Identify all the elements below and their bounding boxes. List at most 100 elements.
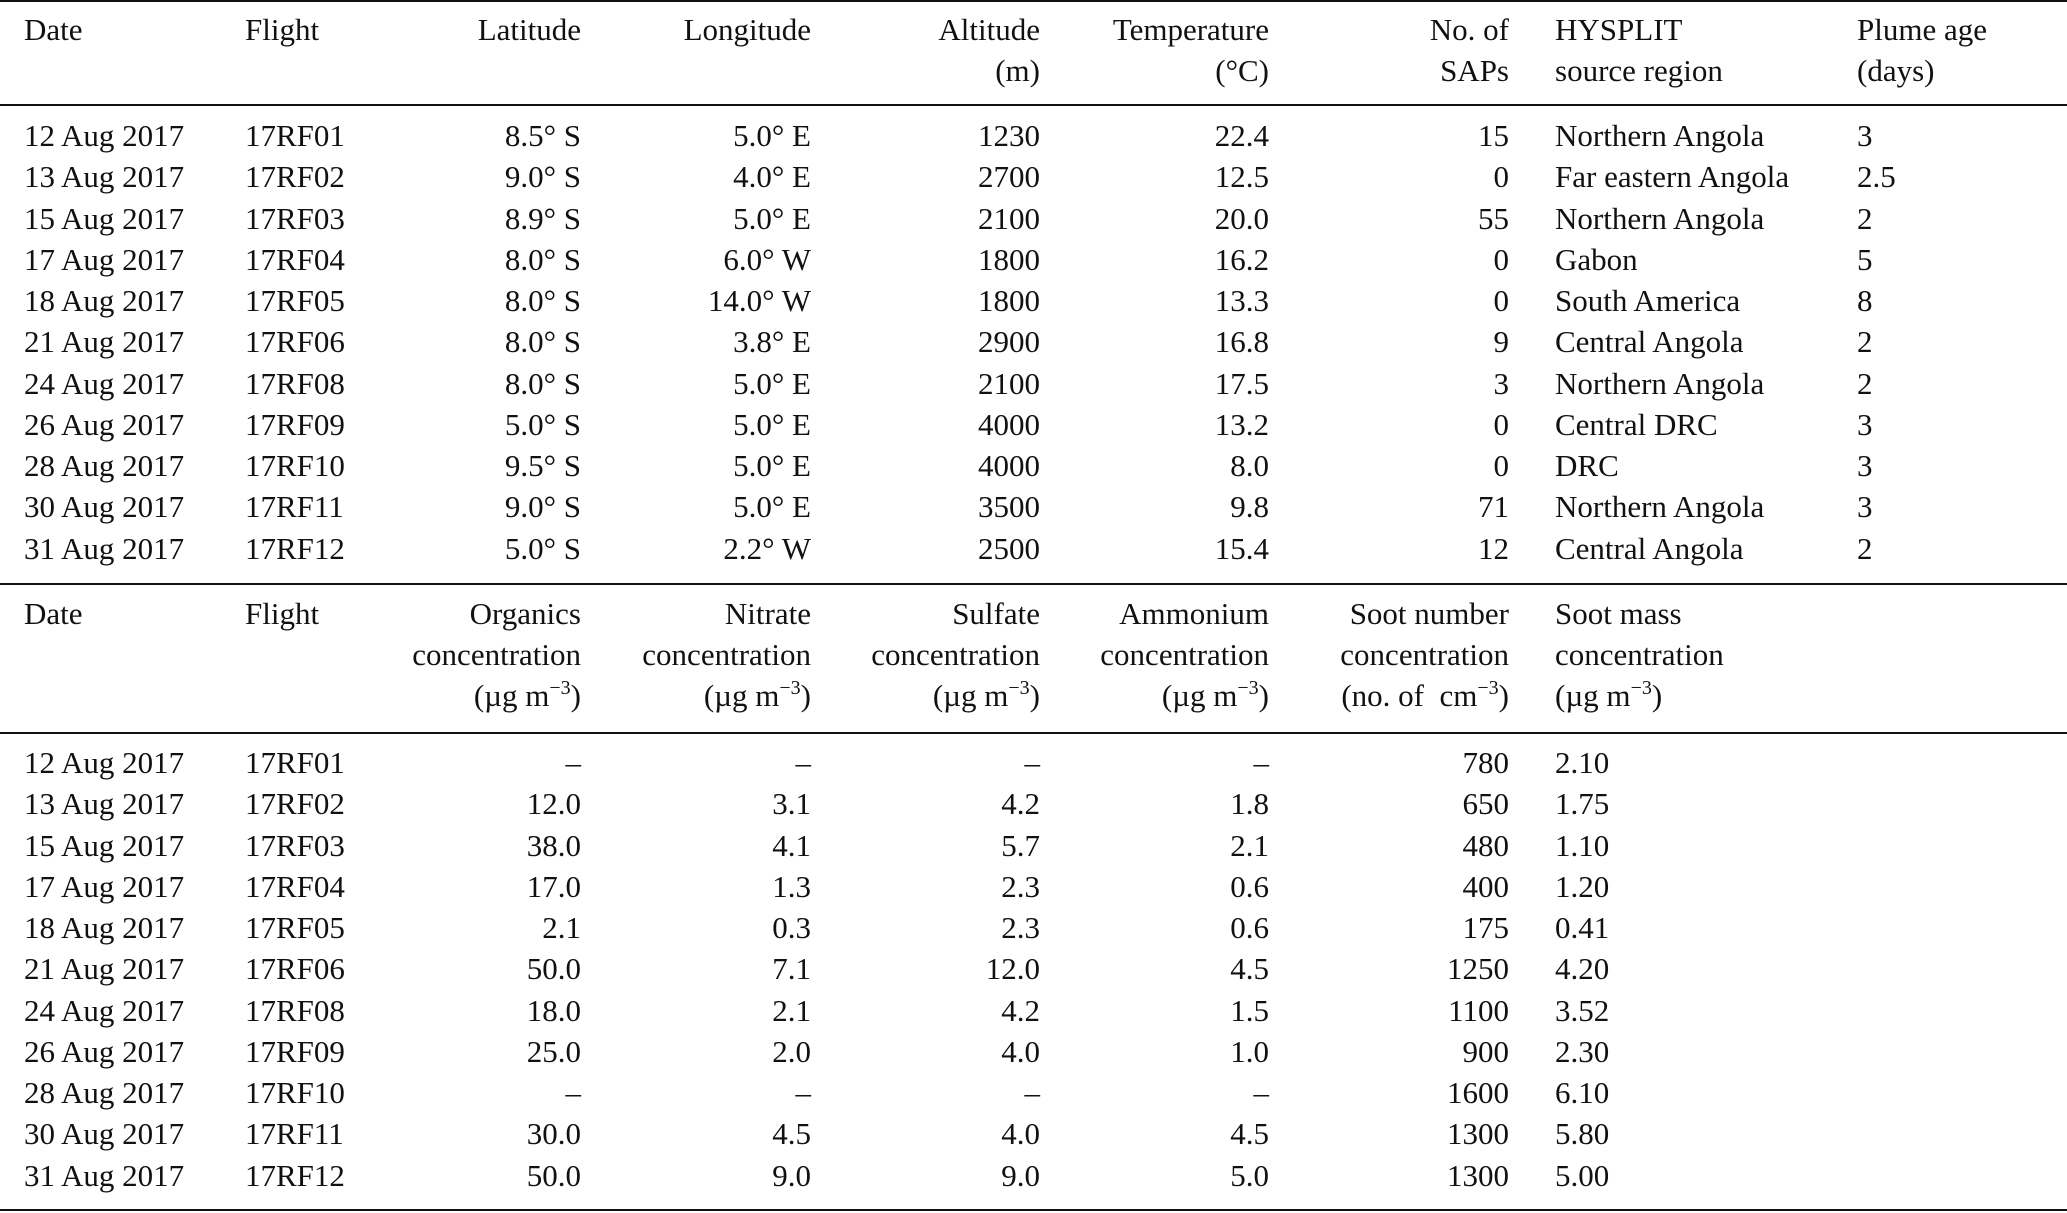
- table-cell: 71: [1478, 489, 1509, 525]
- column-header-unit: (µg m−3): [933, 676, 1040, 716]
- table-cell: 17.0: [526, 868, 581, 904]
- table-cell: 1100: [1448, 992, 1509, 1028]
- table-cell: 1.3: [772, 868, 811, 904]
- unit-text: (µg m: [473, 678, 550, 713]
- table-cell: 16.2: [1214, 241, 1269, 277]
- table-cell: 14.0° W: [707, 283, 811, 318]
- table-cell: 31 Aug 2017: [24, 1157, 185, 1193]
- column-header: Sulfate: [952, 596, 1040, 631]
- table-cell: 2.2° W: [723, 530, 811, 566]
- table-cell: 8.0: [1230, 448, 1269, 483]
- table-cell: 2.3: [1001, 910, 1040, 945]
- table-cell: 8.0° S: [504, 365, 581, 401]
- table-cell: 38.0: [526, 827, 581, 863]
- table-cell: 2.3: [1001, 868, 1040, 904]
- table-cell: 0: [1493, 241, 1510, 277]
- table-cell: 50.0: [526, 951, 581, 987]
- table-cell: 5.0° E: [733, 489, 811, 525]
- column-header: Longitude: [683, 12, 811, 47]
- table-cell: 17RF05: [245, 283, 345, 318]
- column-header: HYSPLIT: [1555, 12, 1683, 47]
- unit-text: (no. of cm: [1341, 678, 1478, 713]
- table-cell: 480: [1462, 827, 1510, 863]
- unit-exponent: −3: [1008, 677, 1030, 699]
- table-cell: 17RF04: [245, 241, 345, 277]
- column-header: Latitude: [477, 12, 581, 47]
- table-cell: 0.6: [1230, 910, 1269, 945]
- table-cell: 12 Aug 2017: [24, 745, 185, 780]
- table-cell: 26 Aug 2017: [24, 1033, 185, 1069]
- column-header: Plume age: [1857, 12, 1987, 47]
- column-header: concentration: [1555, 637, 1724, 672]
- table-cell: 9.8: [1230, 489, 1269, 525]
- table-cell: 17RF08: [245, 992, 345, 1028]
- column-header-unit: (no. of cm−3): [1341, 676, 1509, 716]
- table-cell: 17RF11: [245, 1116, 344, 1152]
- column-header: concentration: [1340, 637, 1509, 672]
- table-cell: 4.5: [1230, 951, 1269, 987]
- table-cell: 3: [1857, 118, 1873, 153]
- table-cell: 3: [1493, 365, 1510, 401]
- column-header: (days): [1857, 53, 1935, 88]
- table-cell: 2: [1857, 324, 1873, 360]
- column-header-unit: (µg m−3): [474, 676, 581, 716]
- table-cell: 18.0: [526, 992, 581, 1028]
- table-cell: 2.30: [1555, 1033, 1610, 1069]
- table-cell: 9.5° S: [504, 448, 581, 483]
- table-cell: 17 Aug 2017: [24, 868, 185, 904]
- unit-exponent: −3: [1630, 677, 1652, 699]
- unit-text: ): [570, 678, 581, 713]
- table-cell: 400: [1462, 868, 1510, 904]
- table-cell: 13.3: [1214, 283, 1269, 318]
- column-header: concentration: [642, 637, 811, 672]
- table-cell: 2: [1857, 365, 1873, 401]
- table-cell: 20.0: [1214, 200, 1269, 236]
- table-cell: –: [1253, 1075, 1270, 1110]
- table-cell: 5.0° E: [733, 118, 811, 153]
- table-cell: 1600: [1447, 1075, 1509, 1110]
- table-cell: 22.4: [1214, 118, 1269, 153]
- unit-text: ): [1498, 678, 1509, 713]
- table-cell: 9.0: [772, 1157, 811, 1193]
- unit-text: (µg m: [1161, 678, 1238, 713]
- table-cell: 17RF05: [245, 910, 345, 945]
- table-cell: 2.1: [1230, 827, 1269, 863]
- table-cell: 175: [1462, 910, 1510, 945]
- table-cell: 17RF01: [245, 118, 345, 153]
- table-cell: 5.80: [1555, 1116, 1610, 1152]
- table-cell: 17RF11: [245, 489, 344, 525]
- table-cell: 2: [1857, 200, 1873, 236]
- table-cell: 12.0: [526, 786, 581, 822]
- table-cell: Central Angola: [1555, 530, 1744, 566]
- table-cell: 1.20: [1555, 868, 1610, 904]
- table-cell: 17RF10: [245, 448, 345, 483]
- table-cell: 2.0: [772, 1033, 811, 1069]
- table-cell: 3: [1857, 489, 1873, 525]
- table-cell: 0.6: [1230, 868, 1269, 904]
- table-cell: 9.0° S: [504, 489, 581, 525]
- table-cell: –: [1024, 745, 1041, 780]
- section-rule: [0, 583, 2067, 585]
- table-cell: 0: [1493, 448, 1510, 483]
- table-cell: 17RF09: [245, 1033, 345, 1069]
- table-cell: –: [565, 745, 582, 780]
- column-header: concentration: [1100, 637, 1269, 672]
- table-cell: Northern Angola: [1555, 118, 1765, 153]
- unit-text: (µg m: [1555, 678, 1631, 713]
- header-rule: [0, 732, 2067, 734]
- table-cell: 17RF08: [245, 365, 345, 401]
- table-cell: 6.10: [1555, 1075, 1610, 1110]
- table-cell: 0: [1493, 159, 1510, 195]
- table-cell: 12.0: [985, 951, 1040, 987]
- table-cell: 0: [1493, 406, 1510, 442]
- table-cell: 2.10: [1555, 745, 1610, 780]
- column-header: Organics: [469, 596, 581, 631]
- table-cell: 0.3: [772, 910, 811, 945]
- table-cell: 1.5: [1230, 992, 1269, 1028]
- table-cell: 30.0: [526, 1116, 581, 1152]
- column-header: concentration: [412, 637, 581, 672]
- table-cell: 5.0° S: [504, 406, 581, 442]
- table-cell: 28 Aug 2017: [24, 448, 185, 483]
- unit-text: ): [800, 678, 811, 713]
- table-cell: 3: [1857, 406, 1873, 442]
